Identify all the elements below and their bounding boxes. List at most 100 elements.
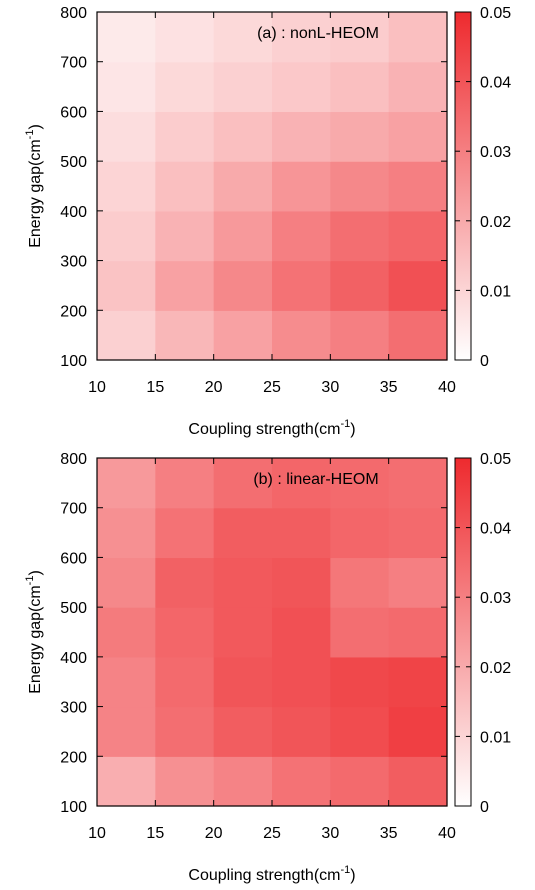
- heatmap-cell: [272, 111, 331, 162]
- heatmap-cell: [388, 161, 448, 212]
- heatmap-cell: [155, 210, 215, 262]
- heatmap-cell: [272, 756, 331, 807]
- colorbar-tick-label: 0.05: [480, 451, 511, 468]
- heatmap-cell: [97, 507, 156, 559]
- heatmap-cell: [97, 458, 156, 509]
- heatmap-cell: [213, 557, 273, 608]
- heatmap-cell: [330, 210, 390, 262]
- y-axis-label-b: Energy gap(cm-1): [24, 570, 44, 694]
- y-tick-label: 200: [60, 303, 87, 320]
- heatmap-cell: [155, 12, 215, 63]
- heatmap-cells-a: [97, 12, 448, 361]
- colorbar-tick-label: 0.04: [480, 75, 511, 92]
- heatmap-cell: [155, 756, 215, 807]
- heatmap-cell: [213, 656, 273, 708]
- heatmap-cell: [388, 260, 448, 311]
- heatmap-cell: [155, 161, 215, 212]
- colorbar-tick-label: 0.04: [480, 521, 511, 538]
- heatmap-cell: [213, 111, 273, 162]
- heatmap-cell: [272, 161, 331, 212]
- y-tick-label: 600: [60, 104, 87, 121]
- x-tick-label: 30: [321, 825, 339, 842]
- colorbar-b: 0 0.01 0.02 0.03 0.04 0.05: [454, 451, 511, 816]
- heatmap-cell: [388, 557, 448, 608]
- heatmap-cell: [330, 607, 390, 658]
- x-tick-label: 10: [88, 379, 106, 396]
- heatmap-cell: [213, 310, 273, 361]
- heatmap-cell: [97, 161, 156, 212]
- x-axis-label-b: Coupling strength(cm-1): [188, 864, 355, 884]
- colorbar-tick-label: 0.01: [480, 283, 511, 300]
- colorbar-tick-label: 0.03: [480, 590, 511, 607]
- x-tick-label: 30: [321, 379, 339, 396]
- colorbar-tick-label: 0.02: [480, 214, 511, 231]
- y-tick-label: 700: [60, 55, 87, 72]
- heatmap-cell: [272, 310, 331, 361]
- heatmap-cell: [155, 111, 215, 162]
- colorbar-tick-label: 0: [480, 799, 489, 816]
- x-tick-label: 15: [146, 825, 164, 842]
- heatmap-panel-a: 10 15 20 25 30 35 40 100200300400500600700800 …: [24, 5, 511, 438]
- heatmap-cell: [97, 210, 156, 262]
- y-tick-label: 100: [60, 353, 87, 370]
- heatmap-cell: [97, 310, 156, 361]
- heatmap-cell: [155, 61, 215, 113]
- colorbar-scale: [454, 457, 472, 807]
- heatmap-cell: [330, 756, 390, 807]
- y-axis-ticks-a: 100 200 300 400 500 600 700 800: [60, 5, 447, 370]
- y-tick-label: 100: [60, 799, 87, 816]
- heatmap-cell: [330, 706, 390, 757]
- heatmap-cell: [272, 656, 331, 708]
- heatmap-cell: [155, 706, 215, 757]
- heatmap-cell: [330, 111, 390, 162]
- colorbar-a: 0 0.01 0.02 0.03 0.04 0.05: [454, 5, 511, 370]
- heatmap-cell: [97, 260, 156, 311]
- heatmap-cell: [213, 161, 273, 212]
- heatmap-cell: [272, 557, 331, 608]
- x-tick-label: 25: [263, 825, 281, 842]
- heatmap-cell: [213, 12, 273, 63]
- heatmap-cell: [272, 706, 331, 757]
- heatmap-cell: [97, 706, 156, 757]
- heatmap-cell: [213, 458, 273, 509]
- heatmap-cell: [388, 656, 448, 708]
- colorbar-tick-label: 0.01: [480, 729, 511, 746]
- heatmap-cell: [272, 507, 331, 559]
- heatmap-cell: [213, 260, 273, 311]
- heatmap-cell: [155, 458, 215, 509]
- y-tick-label: 700: [60, 501, 87, 518]
- heatmap-cell: [213, 756, 273, 807]
- heatmap-cell: [388, 12, 448, 63]
- y-tick-label: 500: [60, 154, 87, 171]
- heatmap-cell: [155, 507, 215, 559]
- colorbar-tick-label: 0.05: [480, 5, 511, 22]
- y-axis-label-a: Energy gap(cm-1): [24, 124, 44, 248]
- x-tick-label: 35: [380, 379, 398, 396]
- heatmap-cell: [388, 507, 448, 559]
- heatmap-cell: [213, 706, 273, 757]
- heatmap-cell: [213, 61, 273, 113]
- x-tick-label: 25: [263, 379, 281, 396]
- heatmap-cells-b: [97, 458, 448, 807]
- x-tick-label: 40: [438, 825, 456, 842]
- panel-title-b: (b) : linear-HEOM: [253, 471, 378, 488]
- heatmap-cell: [272, 210, 331, 262]
- heatmap-cell: [272, 458, 331, 509]
- heatmap-cell: [155, 310, 215, 361]
- heatmap-cell: [155, 260, 215, 311]
- heatmap-cell: [388, 458, 448, 509]
- x-tick-label: 35: [380, 825, 398, 842]
- y-tick-label: 400: [60, 204, 87, 221]
- heatmap-cell: [97, 756, 156, 807]
- heatmap-cell: [388, 210, 448, 262]
- heatmap-cell: [330, 61, 390, 113]
- y-tick-label: 200: [60, 749, 87, 766]
- heatmap-cell: [330, 310, 390, 361]
- heatmap-cell: [330, 260, 390, 311]
- heatmap-cell: [388, 607, 448, 658]
- heatmap-cell: [388, 111, 448, 162]
- heatmap-cell: [388, 706, 448, 757]
- heatmap-cell: [213, 507, 273, 559]
- heatmap-panel-b: 10 15 20 25 30 35 40 100200300400500600700800 …: [24, 451, 511, 884]
- heatmap-cell: [330, 458, 390, 509]
